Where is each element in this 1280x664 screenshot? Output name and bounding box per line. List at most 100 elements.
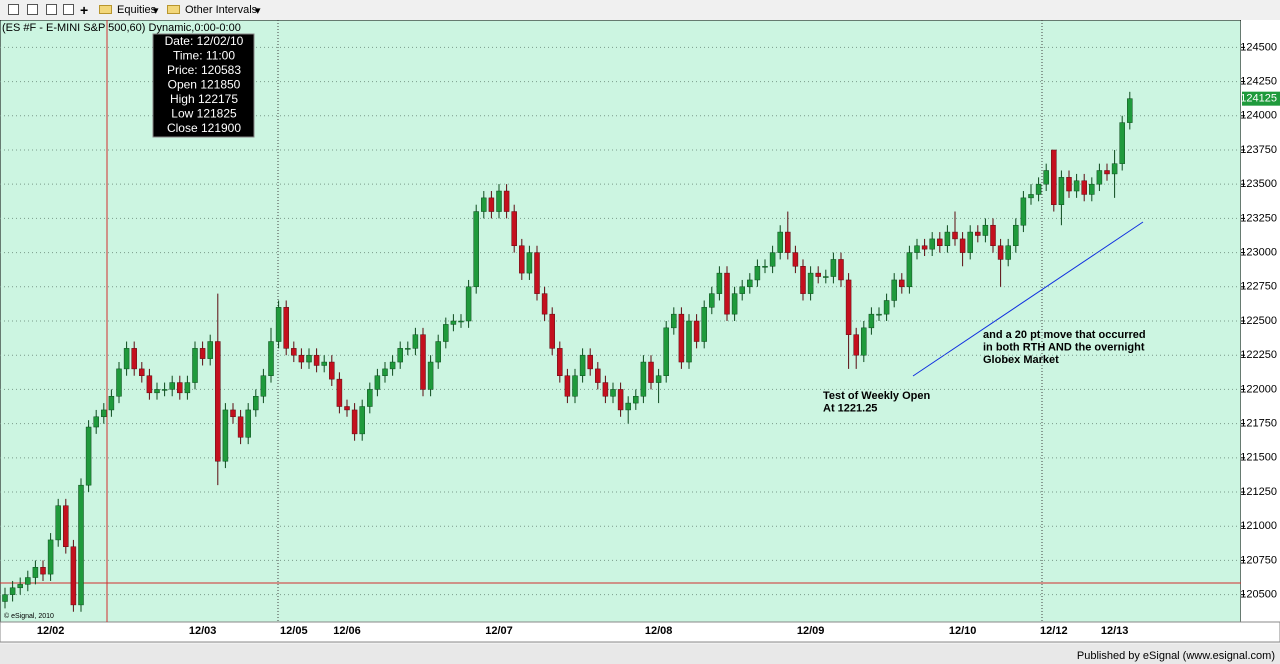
candle-body	[336, 378, 343, 407]
candle-body	[982, 224, 989, 236]
candle-body	[731, 293, 738, 315]
cursor-line: High 122175	[170, 92, 238, 106]
y-tick-label: 124250	[1240, 75, 1277, 87]
tool-icon[interactable]	[63, 4, 74, 15]
candle-body	[1035, 183, 1042, 195]
candle-body	[177, 382, 183, 394]
candle-body	[496, 190, 502, 212]
last-price-box	[1242, 91, 1280, 106]
candle-body	[716, 272, 723, 294]
y-tick-label: 123250	[1240, 212, 1277, 224]
candle-body	[617, 389, 624, 411]
tool-icon[interactable]	[46, 4, 57, 15]
candle-body	[85, 426, 92, 486]
annotation: and a 20 pt move that occurred	[983, 329, 1146, 341]
tool-icon[interactable]	[8, 4, 19, 15]
candle-body	[800, 266, 806, 294]
tool-icon[interactable]	[27, 4, 38, 15]
candle-body	[921, 245, 928, 250]
add-icon[interactable]: +	[80, 2, 89, 18]
candle-body	[785, 231, 791, 253]
candle-body	[344, 406, 350, 411]
candle-body	[739, 286, 745, 294]
candle-body	[9, 587, 16, 595]
candle-body	[1005, 245, 1011, 260]
candle-body	[944, 231, 951, 246]
candle-body	[655, 375, 662, 383]
candle-body	[997, 245, 1004, 260]
y-tick-label: 121750	[1240, 418, 1277, 430]
y-tick-label: 121500	[1240, 452, 1277, 464]
candle-body	[1073, 180, 1080, 192]
candle-body	[222, 409, 229, 462]
annotation: At 1221.25	[823, 402, 877, 414]
candle-body	[807, 272, 814, 294]
candle-body	[313, 354, 320, 366]
candle-body	[161, 389, 168, 391]
candle-body	[405, 348, 411, 350]
candle-body	[602, 382, 609, 397]
candle-body	[465, 286, 472, 322]
candle-body	[777, 231, 783, 253]
y-tick-label: 123750	[1240, 144, 1277, 156]
candle-body	[952, 231, 958, 240]
candle-body	[595, 368, 601, 383]
intervals-menu[interactable]: Other Intervals	[185, 4, 258, 16]
candle-body	[146, 375, 153, 394]
cursor-line: Close 121900	[167, 121, 241, 135]
chart-title: (ES #F - E-MINI S&P 500,60) Dynamic,0:00…	[2, 22, 241, 34]
candle-body	[975, 231, 981, 236]
candle-body	[929, 238, 935, 250]
candle-body	[458, 320, 464, 323]
y-tick-label: 121000	[1240, 520, 1277, 532]
candle-body	[830, 259, 837, 277]
candle-body	[268, 341, 274, 376]
candle-body	[838, 259, 844, 281]
annotation: Test of Weekly Open	[823, 390, 930, 402]
candle-body	[2, 594, 8, 602]
candle-body	[906, 252, 913, 288]
candle-body	[526, 252, 533, 274]
candle-body	[709, 293, 715, 308]
equities-menu[interactable]: Equities	[117, 4, 157, 16]
x-tick-label: 12/08	[645, 625, 673, 637]
last-price-label: 124125	[1240, 93, 1277, 105]
candle-body	[275, 307, 282, 342]
candle-body	[40, 567, 46, 575]
candle-body	[861, 327, 867, 356]
x-tick-label: 12/02	[37, 625, 65, 637]
candle-body	[70, 546, 77, 606]
y-tick-label: 121250	[1240, 486, 1277, 498]
candle-body	[245, 409, 251, 438]
candle-body	[557, 348, 563, 376]
candle-body	[564, 375, 571, 397]
annotation: in both RTH AND the overnight	[983, 341, 1145, 353]
candle-body	[815, 272, 821, 277]
candle-body	[116, 368, 122, 397]
candle-body	[967, 231, 973, 253]
candle-body	[579, 354, 586, 376]
candle-body	[1020, 197, 1027, 226]
candle-body	[845, 279, 852, 335]
folder-icon	[167, 5, 180, 14]
candle-body	[724, 272, 730, 315]
candle-body	[389, 361, 396, 370]
candle-body	[1081, 180, 1087, 195]
candle-body	[359, 406, 365, 435]
candle-body	[1127, 98, 1133, 123]
candle-body	[253, 396, 259, 411]
trend-line	[912, 221, 1144, 377]
candle-body	[503, 190, 510, 212]
candle-body	[260, 375, 267, 397]
candle-body	[671, 313, 677, 329]
candle-body	[427, 361, 434, 390]
candle-body	[633, 396, 639, 404]
cursor-line: Low 121825	[171, 107, 237, 121]
candle-body	[876, 313, 882, 316]
candle-body	[891, 279, 897, 301]
candle-body	[693, 320, 700, 342]
price-axis	[1241, 20, 1280, 622]
candle-body	[351, 409, 358, 435]
